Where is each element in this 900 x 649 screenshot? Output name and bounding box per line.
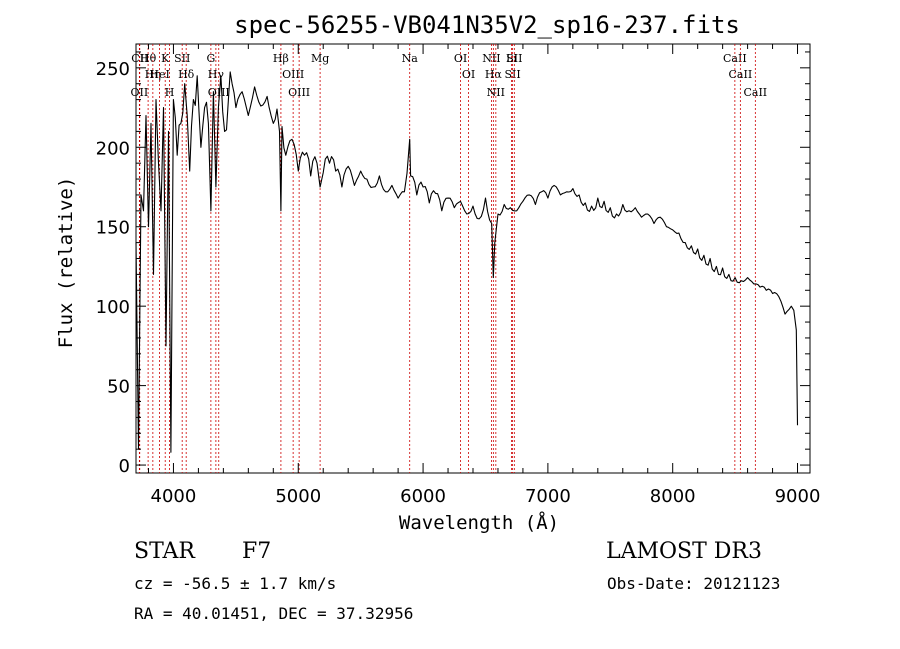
y-tick-label: 100	[96, 297, 130, 318]
line-label: H	[165, 86, 175, 99]
spectral-subclass: F7	[242, 539, 272, 564]
x-tick-label: 4000	[151, 486, 197, 507]
line-label: NII	[487, 86, 505, 99]
x-tick-label: 5000	[275, 486, 321, 507]
x-axis-label: Wavelength (Å)	[399, 511, 559, 534]
spectrum-line	[135, 71, 799, 453]
y-tick-label: 250	[96, 59, 130, 80]
x-tick-label: 8000	[650, 486, 696, 507]
chart-title: spec-56255-VB041N35V2_sp16-237.fits	[234, 11, 740, 39]
line-label: Li	[506, 52, 517, 65]
observation-date: Obs-Date: 20121123	[607, 574, 781, 593]
line-label: Na	[402, 52, 419, 65]
y-axis-label: Flux (relative)	[55, 177, 77, 349]
line-label: OI	[462, 68, 475, 81]
line-label: SII	[174, 52, 190, 65]
line-label: CaII	[743, 86, 767, 99]
line-label: CII	[131, 52, 148, 65]
x-tick-label: 6000	[400, 486, 446, 507]
line-label: OIII	[282, 68, 304, 81]
plot-frame	[135, 43, 811, 474]
x-tick-label: 7000	[525, 486, 571, 507]
y-tick-label: 150	[96, 218, 130, 239]
line-label: Hθ	[140, 52, 157, 65]
line-label: K	[161, 52, 170, 65]
line-label: Hδ	[178, 68, 195, 81]
y-tick-label: 200	[96, 138, 130, 159]
line-label: Hη	[145, 68, 161, 81]
line-label: OI	[454, 52, 467, 65]
line-label: Hα	[485, 68, 503, 81]
line-label: CaII	[729, 68, 753, 81]
line-label: HeI	[149, 68, 169, 81]
x-tick-label: 9000	[775, 486, 821, 507]
y-tick-label: 0	[119, 456, 130, 477]
line-label: OIII	[288, 86, 310, 99]
coordinates: RA = 40.01451, DEC = 37.32956	[134, 604, 414, 623]
line-label: SII	[506, 52, 522, 65]
redshift-velocity: cz = -56.5 ± 1.7 km/s	[134, 574, 337, 593]
survey-label: LAMOST DR3	[606, 539, 762, 564]
line-label: NII	[482, 52, 500, 65]
line-label: CaII	[723, 52, 747, 65]
line-label: Hγ	[208, 68, 225, 81]
line-label: SII	[504, 68, 520, 81]
y-tick-label: 50	[107, 377, 130, 398]
line-label: Mg	[311, 52, 329, 65]
line-label: Hβ	[273, 52, 289, 65]
line-label: G	[206, 52, 215, 65]
object-class: STAR	[134, 539, 195, 564]
